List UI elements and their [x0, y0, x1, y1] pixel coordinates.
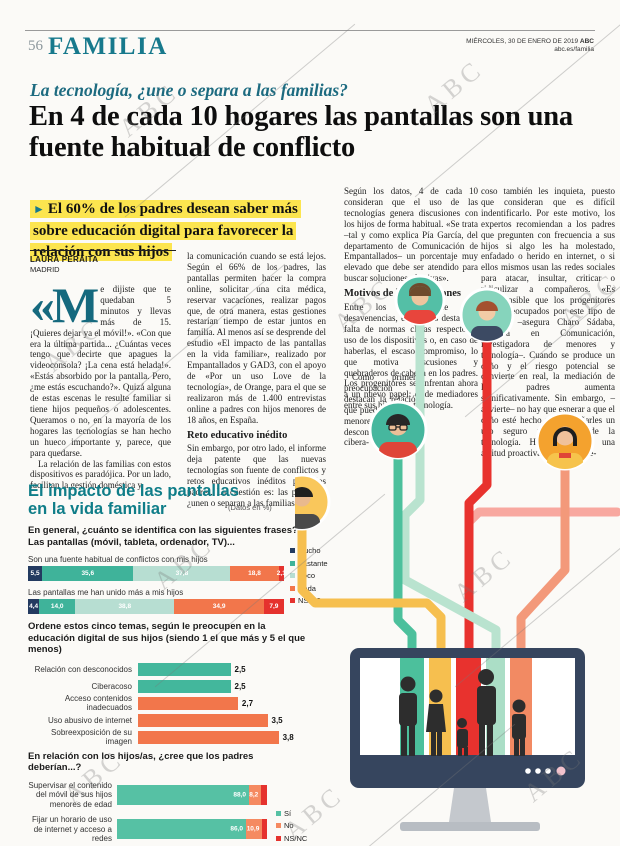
bar-segment-nsnc: 7,9	[263, 599, 284, 614]
bar-segment-si: 88,0	[117, 784, 249, 805]
family-silhouettes	[399, 669, 526, 756]
bar-segment-no: 8,2	[249, 784, 262, 805]
bar-segment-nsnc	[261, 784, 267, 805]
sub-headline: Reto educativo inédito	[187, 429, 288, 441]
monitor-stand	[449, 788, 491, 822]
bar-segment-nada: 34,9	[174, 599, 264, 614]
rank-bar	[138, 662, 231, 676]
chart1-bar1-label: Son una fuente habitual de conflictos co…	[28, 555, 208, 564]
rank-row: Ciberacoso 2,5	[91, 679, 246, 693]
monitor-frame	[350, 648, 585, 788]
infographic-title: El impacto de las pantallas en la vida f…	[28, 482, 239, 518]
rank-row: Acceso contenidos inadecuados 2,7	[64, 694, 254, 712]
bar-segment-si: 86,0	[117, 819, 246, 840]
bar-segment-poco: 37,8	[133, 566, 231, 581]
rank-row: Uso abusivo de internet 3,5	[47, 713, 283, 727]
rank-row: Sobreexposición de su imagen 3,8	[51, 728, 294, 746]
body-column-2: la comunicación cuando se está lejos. Se…	[187, 251, 326, 509]
stacked-bar-conflictos: 5,5 35,6 37,8 18,8 2,1	[28, 566, 286, 581]
headline: En 4 de cada 10 hogares las pantallas so…	[29, 101, 573, 163]
masthead-info: MIÉRCOLES, 30 DE ENERO DE 2019 ABC abc.e…	[466, 38, 594, 54]
bar-segment-nada: 18,8	[230, 566, 279, 581]
monitor	[350, 648, 585, 831]
bar-segment-poco: 38,8	[75, 599, 175, 614]
abc-watermark: ABC	[448, 541, 520, 608]
bar-segment-nsnc: 2,1	[277, 566, 286, 581]
header-rule	[25, 30, 595, 31]
yes-no-row: Fijar un horario de uso de internet y ac…	[28, 815, 322, 844]
rank-row: Relación con desconocidos 2,5	[34, 662, 246, 676]
units-note: (Datos en %)	[228, 503, 272, 512]
monitor-screen	[360, 658, 575, 755]
byline: LAURA PERAITA MADRID	[30, 250, 176, 274]
paragraph: Según los datos, 4 de cada 10 consideran…	[344, 186, 478, 284]
chart2-question: Ordene estos cinco temas, según le preoc…	[28, 621, 306, 655]
monitor-base	[400, 822, 540, 831]
chart1-legend: Mucho Bastante Poco Nada NS/NC	[290, 546, 328, 609]
bar-segment-bastante: 35,6	[42, 566, 134, 581]
rank-bar	[138, 730, 279, 744]
paragraph: Sin embargo, por otro lado, el informe d…	[187, 443, 326, 508]
paragraph: la comunicación cuando se está lejos. Se…	[187, 251, 326, 425]
chart3-question: En relación con los hijos/as, ¿cree que …	[28, 750, 254, 774]
drop-cap: «M	[30, 277, 99, 333]
bar-segment-mucho: 5,5	[28, 566, 43, 581]
sub-headline: Motivos de las discusiones	[344, 288, 461, 300]
arrow-bullet-icon: ►	[33, 202, 45, 216]
abc-watermark: ABC	[518, 741, 590, 808]
chart1-bar2-label: Las pantallas me han unido más a mis hij…	[28, 588, 184, 597]
bar-segment-mucho: 4,4	[28, 599, 40, 614]
paragraph: coso también les inquieta, puesto que co…	[481, 186, 615, 458]
screen-stripes	[400, 658, 532, 755]
author-name: LAURA PERAITA	[30, 255, 99, 264]
scan-line	[454, 493, 620, 688]
monitor-dots	[525, 766, 566, 776]
bar-segment-nsnc	[262, 819, 267, 840]
chart3-legend: Sí No NS/NC	[276, 809, 307, 846]
paragraph: e dijiste que te quedaban 5 minutos y ll…	[30, 284, 171, 458]
standfirst-text: El 60% de los padres desean saber más so…	[33, 201, 298, 260]
dateline: MIÉRCOLES, 30 DE ENERO DE 2019	[466, 38, 579, 45]
body-column-3-tail: Como primera preocupación destacan la re…	[344, 372, 420, 448]
stacked-bar-horario: 86,0 10,9	[117, 819, 267, 840]
site-url: abc.es/familia	[554, 46, 594, 53]
chart1-question: En general, ¿cuánto se identifica con la…	[28, 525, 298, 548]
kicker: La tecnología, ¿une o separa a las famil…	[30, 80, 348, 100]
rank-bar	[138, 696, 238, 710]
body-column-1: «M e dijiste que te quedaban 5 minutos y …	[30, 277, 171, 491]
author-location: MADRID	[30, 265, 60, 274]
rank-bar	[138, 713, 268, 727]
stacked-bar-supervisar: 88,0 8,2	[117, 784, 267, 805]
bar-segment-no: 10,9	[246, 819, 263, 840]
paragraph: Como primera preocupación destacan la re…	[344, 372, 420, 448]
infographic-panel: El impacto de las pantallas en la vida f…	[28, 482, 328, 846]
stacked-bar-unido: 4,4 14,0 38,8 34,9 7,9	[28, 599, 284, 614]
rank-bar	[138, 679, 231, 693]
yes-no-row: Supervisar el contenido del móvil de sus…	[28, 781, 322, 810]
brand-name: ABC	[579, 38, 594, 45]
section-title: FAMILIA	[48, 33, 168, 60]
bar-segment-bastante: 14,0	[39, 599, 76, 614]
paragraph: La relación de las familias con estos di…	[30, 458, 171, 491]
body-column-4: coso también les inquieta, puesto que co…	[481, 186, 615, 459]
page-number: 56	[28, 38, 43, 54]
